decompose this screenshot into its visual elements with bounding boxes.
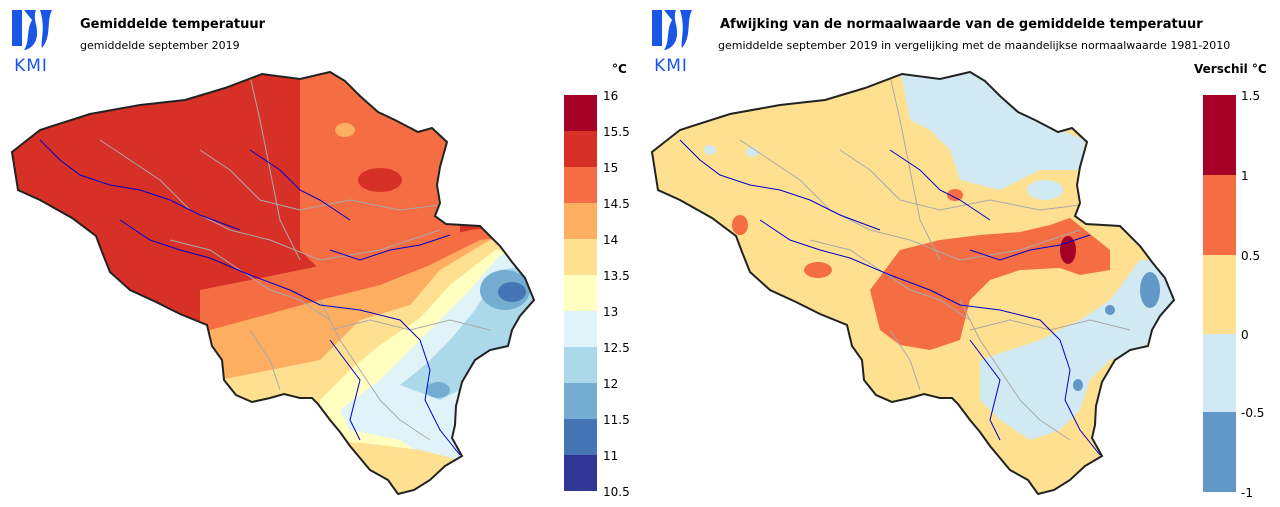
legend-tick: 11.5 bbox=[603, 413, 630, 427]
legend-swatch bbox=[564, 275, 597, 311]
legend-swatch bbox=[564, 419, 597, 455]
legend-tick: 15.5 bbox=[603, 125, 630, 139]
kmi-logo-icon bbox=[652, 10, 692, 50]
legend-tick: 0 bbox=[1241, 328, 1249, 342]
legend-swatch bbox=[564, 167, 597, 203]
temperature-anomaly-map-panel: KMI Afwijking van de normaalwaarde van d… bbox=[640, 0, 1280, 507]
legend-swatch bbox=[564, 131, 597, 167]
legend-tick: 13.5 bbox=[603, 269, 630, 283]
legend-swatch bbox=[564, 311, 597, 347]
legend-tick: 13 bbox=[603, 305, 618, 319]
kmi-logo-text: KMI bbox=[14, 56, 48, 76]
legend-tick: 15 bbox=[603, 161, 618, 175]
legend-tick: 14.5 bbox=[603, 197, 630, 211]
legend-tick: 12 bbox=[603, 377, 618, 391]
legend-swatch bbox=[1203, 255, 1236, 334]
map-title: Gemiddelde temperatuur bbox=[80, 17, 266, 32]
legend-swatch bbox=[1203, 412, 1236, 492]
legend-swatch bbox=[1203, 334, 1236, 412]
map-title: Afwijking van de normaalwaarde van de ge… bbox=[720, 17, 1203, 32]
map-subtitle: gemiddelde september 2019 in vergelijkin… bbox=[718, 39, 1231, 52]
map-subtitle: gemiddelde september 2019 bbox=[80, 39, 240, 52]
legend-tick: -1 bbox=[1241, 486, 1253, 500]
kmi-logo: KMI bbox=[6, 6, 56, 76]
temperature-map-panel: KMI Gemiddelde temperatuur gemiddelde se… bbox=[6, 6, 630, 499]
legend-swatch bbox=[564, 203, 597, 239]
legend-tick: 1.5 bbox=[1241, 89, 1260, 103]
legend-tick: -0.5 bbox=[1241, 406, 1264, 420]
anomaly-legend: 1.5 1 0.5 0 -0.5 -1 bbox=[1203, 89, 1264, 500]
legend-tick: 14 bbox=[603, 233, 618, 247]
legend-swatch bbox=[564, 347, 597, 383]
legend-swatch bbox=[564, 455, 597, 491]
legend-swatch bbox=[564, 383, 597, 419]
legend-unit: Verschil °C bbox=[1194, 62, 1267, 76]
belgium-anomaly-map: 1.5 1 0.5 0 -0.5 -1 bbox=[651, 71, 1264, 500]
legend-tick: 11 bbox=[603, 449, 618, 463]
legend-swatch bbox=[1203, 175, 1236, 255]
legend-swatch bbox=[564, 95, 597, 131]
kmi-logo: KMI bbox=[646, 6, 696, 76]
temperature-legend: 16 15.5 15 14.5 14 13.5 13 12.5 12 11.5 … bbox=[564, 89, 630, 499]
legend-tick: 10.5 bbox=[603, 485, 630, 499]
legend-tick: 16 bbox=[603, 89, 618, 103]
kmi-logo-icon bbox=[12, 10, 52, 50]
belgium-temperature-map: 16 15.5 15 14.5 14 13.5 13 12.5 12 11.5 … bbox=[11, 71, 630, 499]
kmi-logo-text: KMI bbox=[654, 56, 688, 76]
legend-tick: 1 bbox=[1241, 169, 1249, 183]
legend-swatch bbox=[1203, 95, 1236, 175]
legend-unit: °C bbox=[612, 62, 627, 76]
legend-tick: 0.5 bbox=[1241, 249, 1260, 263]
legend-tick: 12.5 bbox=[603, 341, 630, 355]
legend-swatch bbox=[564, 239, 597, 275]
